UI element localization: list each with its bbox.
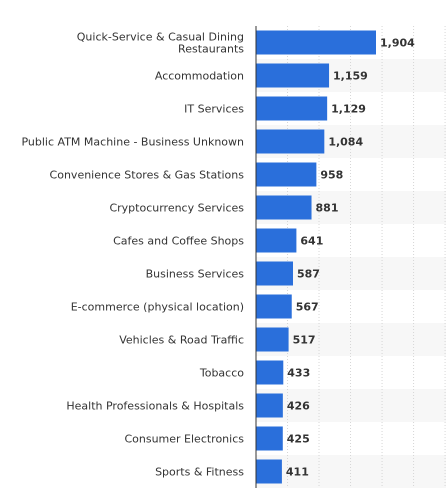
bar <box>256 129 325 154</box>
gridlines <box>287 26 446 488</box>
bar <box>256 327 289 352</box>
category-label: IT Services <box>184 103 244 116</box>
value-label: 1,904 <box>380 37 415 50</box>
category-label: Convenience Stores & Gas Stations <box>50 169 245 182</box>
value-label: 641 <box>300 235 323 248</box>
bar <box>256 63 330 88</box>
bar <box>256 195 312 220</box>
value-label: 958 <box>320 169 343 182</box>
category-label: Cafes and Coffee Shops <box>113 235 244 248</box>
bars <box>256 30 376 484</box>
bar <box>256 228 297 253</box>
category-label: Accommodation <box>155 70 244 83</box>
category-label: Sports & Fitness <box>155 466 244 479</box>
value-label: 426 <box>287 400 310 413</box>
value-label: 587 <box>297 268 320 281</box>
category-label: Cryptocurrency Services <box>109 202 244 215</box>
value-label: 1,129 <box>331 103 366 116</box>
value-label: 881 <box>316 202 339 215</box>
category-label: Quick-Service & Casual Dining Restaurants <box>77 31 245 56</box>
category-label: Consumer Electronics <box>124 433 244 446</box>
value-label: 425 <box>287 433 310 446</box>
row-band <box>256 389 446 422</box>
row-band <box>256 455 446 488</box>
category-labels: Quick-Service & Casual Dining Restaurants… <box>21 31 244 479</box>
value-label: 433 <box>287 367 310 380</box>
value-label: 411 <box>286 466 309 479</box>
bar <box>256 426 283 451</box>
category-label: Business Services <box>146 268 245 281</box>
category-label: Tobacco <box>199 367 244 380</box>
category-label: Vehicles & Road Traffic <box>119 334 244 347</box>
value-label: 517 <box>293 334 316 347</box>
category-label: Public ATM Machine - Business Unknown <box>21 136 244 149</box>
bar <box>256 360 284 385</box>
bar <box>256 459 282 484</box>
bar <box>256 96 328 121</box>
bar <box>256 30 376 55</box>
value-labels: 1,904 1,159 1,129 1,084 958 881 641 587 567 517 43… <box>286 37 415 479</box>
bar <box>256 261 293 286</box>
bar <box>256 294 292 319</box>
value-label: 567 <box>296 301 319 314</box>
value-label: 1,159 <box>333 70 368 83</box>
bar <box>256 393 283 418</box>
category-label: Health Professionals & Hospitals <box>66 400 244 413</box>
value-label: 1,084 <box>328 136 363 149</box>
category-label: E-commerce (physical location) <box>71 301 244 314</box>
bar <box>256 162 317 187</box>
